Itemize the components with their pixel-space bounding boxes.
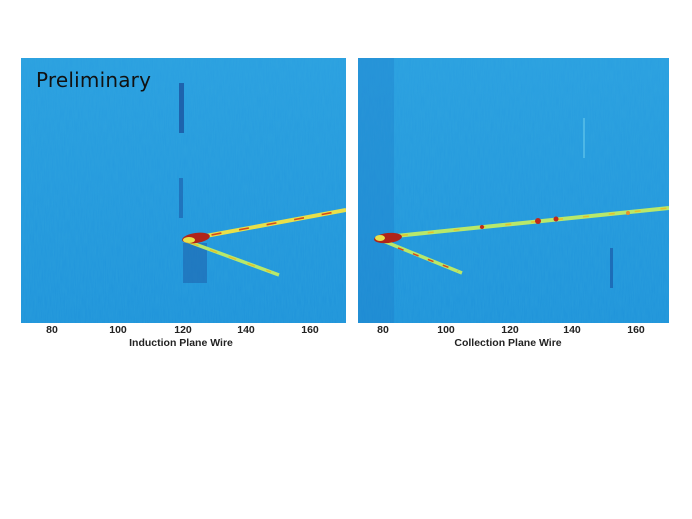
collection-plane-event-display <box>358 58 669 323</box>
induction-axis-title: Induction Plane Wire <box>129 337 233 349</box>
left-axis-tick-120: 120 <box>174 324 192 336</box>
right-axis-tick-100: 100 <box>437 324 455 336</box>
induction-plane-image <box>21 58 346 323</box>
right-axis-tick-120: 120 <box>501 324 519 336</box>
preliminary-label: Preliminary <box>36 68 152 92</box>
left-axis-tick-160: 160 <box>301 324 319 336</box>
collection-axis-title: Collection Plane Wire <box>454 337 562 349</box>
right-axis-tick-140: 140 <box>563 324 581 336</box>
left-axis-tick-100: 100 <box>109 324 127 336</box>
left-axis-tick-80: 80 <box>46 324 58 336</box>
left-axis-tick-140: 140 <box>237 324 255 336</box>
collection-plane-image <box>358 58 669 323</box>
right-axis-tick-80: 80 <box>377 324 389 336</box>
induction-plane-event-display <box>21 58 346 323</box>
right-axis-tick-160: 160 <box>627 324 645 336</box>
